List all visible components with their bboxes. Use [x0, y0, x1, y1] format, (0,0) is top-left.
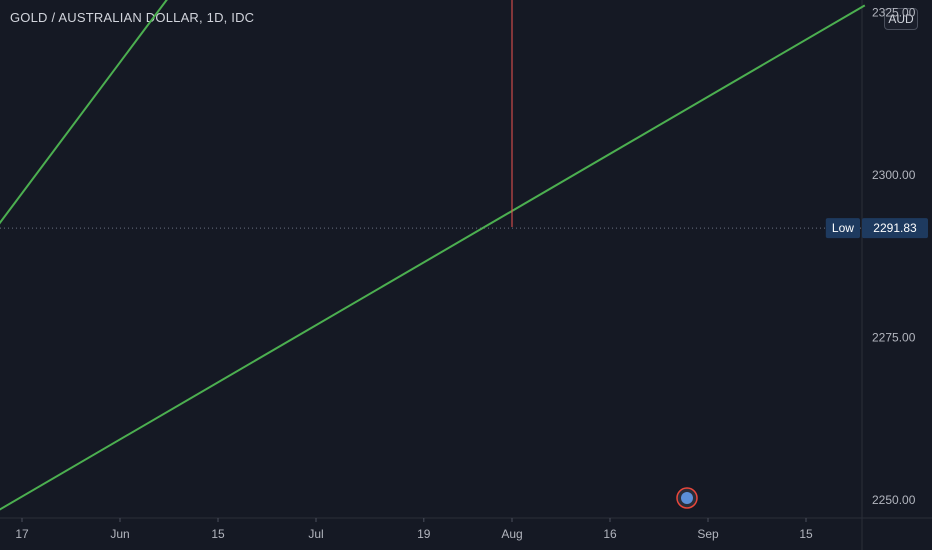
x-tick-label: 16: [603, 527, 617, 541]
x-tick-label: 15: [211, 527, 225, 541]
price-tag-label: Low: [832, 221, 854, 235]
time-axis: 17 Jun 15 Jul 19 Aug 16 Sep 15: [15, 518, 813, 541]
support-lower-line: [0, 4, 866, 511]
price-tag: Low 2291.83: [825, 218, 928, 239]
candle: [511, 0, 513, 227]
trendlines: [0, 0, 866, 511]
x-tick-label: 15: [799, 527, 813, 541]
price-axis: 2250.00 2275.00 2300.00 2325.00: [872, 6, 916, 508]
price-tags: High2515.482504.002490.74XAUAUD2475.4824…: [825, 218, 928, 239]
y-tick-label: 2300.00: [872, 168, 916, 182]
event-marker-dot: [681, 492, 693, 504]
chart-title: GOLD / AUSTRALIAN DOLLAR, 1D, IDC: [10, 10, 255, 25]
overlays: [0, 227, 862, 509]
y-tick-label: 2275.00: [872, 331, 916, 345]
price-tag-value-box: [862, 218, 928, 239]
price-tag-value: 2291.83: [873, 221, 917, 235]
x-tick-label: Aug: [501, 527, 522, 541]
x-tick-label: 17: [15, 527, 29, 541]
x-tick-label: Jul: [308, 527, 323, 541]
y-tick-label: 2250.00: [872, 493, 916, 507]
x-tick-label: 19: [417, 527, 431, 541]
event-marker-icon[interactable]: [676, 487, 698, 509]
support-upper-line: [0, 0, 168, 225]
candles: [511, 0, 513, 227]
currency-badge[interactable]: AUD: [884, 8, 918, 30]
price-tag-label-box: [825, 218, 860, 239]
x-tick-label: Sep: [697, 527, 719, 541]
x-tick-label: Jun: [110, 527, 129, 541]
y-tick-label: 2325.00: [872, 6, 916, 20]
